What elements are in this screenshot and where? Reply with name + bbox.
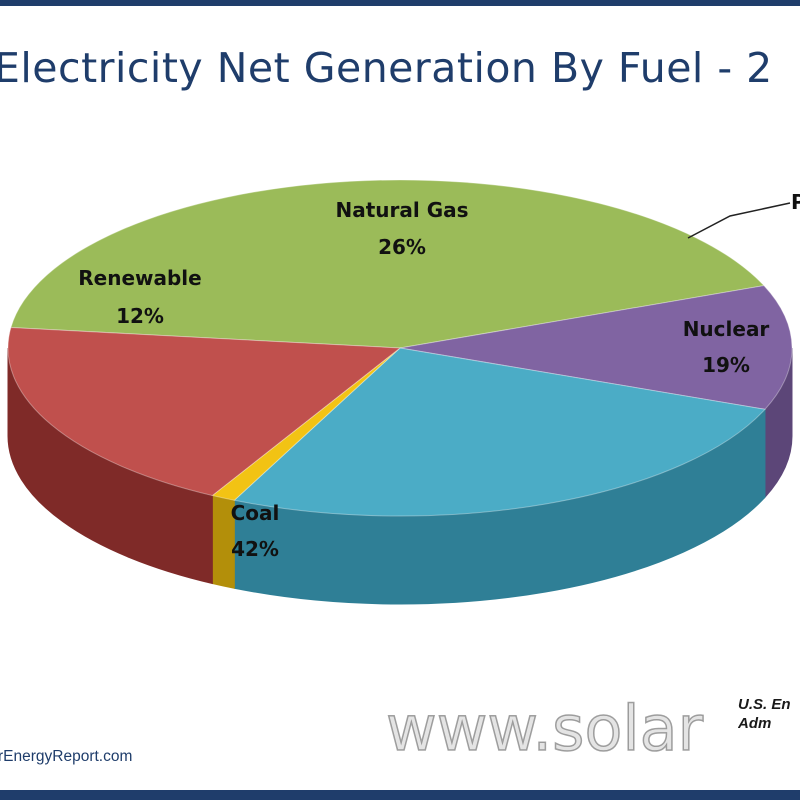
slice-value-natural-gas: 26%	[378, 235, 426, 259]
watermark-text: www.solar	[386, 692, 704, 766]
slice-value-renewable: 12%	[116, 304, 164, 328]
source-line-2: Adm	[738, 715, 772, 732]
source-attribution: U.S. En Adm	[738, 695, 800, 755]
chart-title: Electricity Net Generation By Fuel - 2	[0, 44, 773, 92]
pie-slice-coal	[10, 179, 765, 349]
slice-value-coal: 42%	[231, 537, 279, 561]
pie-slice-renewable	[399, 285, 793, 410]
source-line-1: U.S. En	[738, 696, 791, 713]
slice-label-nuclear: Nuclear	[683, 317, 770, 341]
slice-label-p: P	[791, 190, 800, 214]
pie-slice-p	[211, 347, 401, 501]
pie-slice-natural-gas	[233, 347, 766, 517]
site-link[interactable]: rEnergyReport.com	[0, 748, 133, 765]
slice-label-natural-gas: Natural Gas	[335, 198, 468, 222]
leader-line-p	[687, 202, 791, 239]
slice-label-coal: Coal	[231, 501, 280, 525]
pie-slice-nuclear	[7, 327, 402, 497]
slice-label-renewable: Renewable	[78, 266, 201, 290]
slice-value-nuclear: 19%	[702, 353, 750, 377]
